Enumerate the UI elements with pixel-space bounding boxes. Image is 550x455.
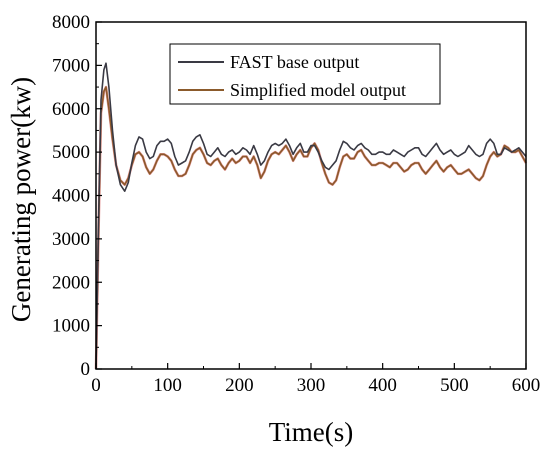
- x-tick-label: 500: [440, 375, 469, 396]
- y-axis-title: Generating power(kw): [6, 77, 36, 322]
- x-axis: 0 100 200 300 400 500 600: [91, 363, 540, 396]
- series-line-simplified-model: [95, 86, 527, 370]
- y-tick-label: 1000: [52, 316, 90, 337]
- x-tick-label: 0: [91, 375, 101, 396]
- y-tick-label: 5000: [52, 142, 90, 163]
- legend: FAST base output Simplified model output: [169, 43, 441, 105]
- y-tick-label: 2000: [52, 272, 90, 293]
- series-line-fast-base: [95, 62, 527, 370]
- x-tick-label: 300: [297, 375, 326, 396]
- series-line-simplified-model-accent: [94, 85, 528, 370]
- x-tick-label: 200: [225, 375, 254, 396]
- y-tick-label: 0: [81, 359, 91, 380]
- x-tick-label: 600: [512, 375, 541, 396]
- y-tick-label: 6000: [52, 99, 90, 120]
- series-layer: [94, 62, 528, 370]
- legend-box: [169, 43, 441, 105]
- x-tick-label: 100: [153, 375, 182, 396]
- legend-label-simplified-model: Simplified model output: [230, 80, 406, 100]
- legend-label-fast-base: FAST base output: [230, 52, 359, 72]
- y-axis: 0 1000 2000 3000 4000 5000 6000 7000 8000: [52, 12, 102, 380]
- y-tick-label: 8000: [52, 12, 90, 33]
- y-tick-label: 7000: [52, 55, 90, 76]
- y-tick-label: 3000: [52, 229, 90, 250]
- y-tick-label: 4000: [52, 186, 90, 207]
- x-tick-label: 400: [368, 375, 397, 396]
- x-axis-title: Time(s): [269, 417, 354, 447]
